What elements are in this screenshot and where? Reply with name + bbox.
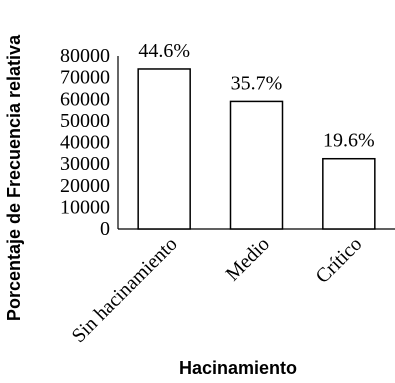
x-axis-ticks: Sin hacinamiento Medio Crítico xyxy=(68,233,367,347)
bar xyxy=(137,68,191,230)
y-tick-label: 20000 xyxy=(60,175,110,197)
y-tick-label: 80000 xyxy=(60,45,110,67)
bar xyxy=(322,157,376,230)
data-label: 19.6% xyxy=(323,130,375,152)
y-tick-label: 0 xyxy=(100,218,110,240)
x-axis-title: Hacinamiento xyxy=(179,358,297,378)
y-axis-ticks: 0100002000030000400005000060000700008000… xyxy=(60,45,110,240)
y-tick-label: 50000 xyxy=(60,110,110,132)
y-tick-label: 30000 xyxy=(60,153,110,175)
x-tick-label: Medio xyxy=(222,233,274,285)
y-tick-label: 10000 xyxy=(60,196,110,218)
bars xyxy=(137,68,376,230)
x-tick-label: Sin hacinamiento xyxy=(68,233,182,347)
y-tick-label: 70000 xyxy=(60,67,110,89)
data-label: 35.7% xyxy=(231,72,283,94)
data-labels: 44.6% 35.7% 19.6% xyxy=(138,40,374,152)
x-tick-label: Crítico xyxy=(312,233,367,288)
y-axis-title: Porcentaje de Frecuencia relativa xyxy=(4,34,24,321)
bar xyxy=(229,100,284,230)
y-tick-label: 60000 xyxy=(60,88,110,110)
data-label: 44.6% xyxy=(138,40,190,62)
y-tick-label: 40000 xyxy=(60,132,110,154)
